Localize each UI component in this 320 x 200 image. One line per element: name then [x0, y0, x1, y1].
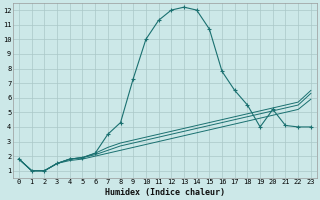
- X-axis label: Humidex (Indice chaleur): Humidex (Indice chaleur): [105, 188, 225, 197]
